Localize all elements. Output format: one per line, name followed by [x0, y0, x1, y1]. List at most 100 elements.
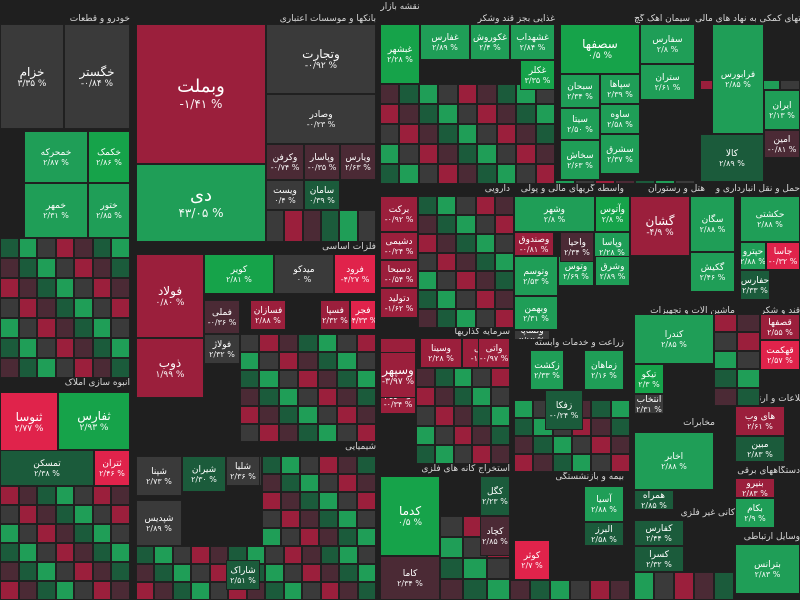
- ticker-tile[interactable]: فسپا ۲/۳۲ %: [320, 300, 350, 330]
- heatmap-cell[interactable]: [74, 318, 93, 338]
- heatmap-cell[interactable]: [575, 180, 595, 184]
- heatmap-cell[interactable]: [302, 546, 321, 564]
- heatmap-cell[interactable]: [714, 332, 737, 351]
- heatmap-cell[interactable]: [262, 510, 281, 528]
- heatmap-cell[interactable]: [259, 424, 279, 442]
- heatmap-cell[interactable]: [475, 252, 495, 272]
- heatmap-cell[interactable]: [298, 424, 318, 442]
- heatmap-cell[interactable]: [510, 580, 530, 600]
- heatmap-cell[interactable]: [472, 444, 492, 464]
- heatmap-cell[interactable]: [259, 406, 279, 424]
- heatmap-cell[interactable]: [456, 252, 476, 272]
- heatmap-cell[interactable]: [338, 474, 357, 492]
- heatmap-cell[interactable]: [530, 580, 550, 600]
- heatmap-cell[interactable]: [320, 564, 340, 582]
- heatmap-cell[interactable]: [399, 124, 419, 144]
- ticker-tile[interactable]: ویست ۰/۴ %: [266, 180, 304, 210]
- heatmap-cell[interactable]: [37, 318, 56, 338]
- ticker-tile[interactable]: کاما ۲/۳۴ %: [380, 556, 440, 600]
- heatmap-cell[interactable]: [283, 564, 303, 582]
- heatmap-cell[interactable]: [356, 406, 376, 424]
- ticker-tile[interactable]: بکام ۲/۹ %: [735, 498, 775, 528]
- heatmap-cell[interactable]: [655, 180, 675, 184]
- heatmap-cell[interactable]: [357, 528, 376, 546]
- heatmap-cell[interactable]: [339, 210, 358, 242]
- heatmap-cell[interactable]: [694, 572, 714, 600]
- heatmap-cell[interactable]: [172, 564, 192, 582]
- heatmap-cell[interactable]: [610, 400, 630, 418]
- heatmap-cell[interactable]: [55, 338, 75, 358]
- ticker-tile[interactable]: واتی -۰/۹۷ %: [478, 338, 510, 368]
- heatmap-cell[interactable]: [591, 454, 611, 472]
- ticker-tile[interactable]: برکت -۰/۹۲ %: [380, 196, 418, 232]
- heatmap-cell[interactable]: [494, 252, 514, 272]
- heatmap-cell[interactable]: [634, 572, 654, 600]
- heatmap-cell[interactable]: [37, 358, 56, 378]
- ticker-tile[interactable]: خگستر -۰/۸۴ %: [64, 24, 130, 129]
- ticker-tile[interactable]: قصفها ۲/۵۵ %: [760, 314, 800, 340]
- heatmap-cell[interactable]: [475, 233, 495, 253]
- heatmap-cell[interactable]: [416, 444, 435, 464]
- heatmap-cell[interactable]: [456, 290, 476, 310]
- heatmap-cell[interactable]: [74, 562, 93, 581]
- heatmap-cell[interactable]: [440, 579, 464, 600]
- heatmap-cell[interactable]: [416, 387, 435, 407]
- ticker-tile[interactable]: مبین ۲/۸۳ %: [735, 436, 785, 462]
- heatmap-cell[interactable]: [74, 258, 93, 278]
- ticker-tile[interactable]: امین -۰/۸۱ %: [764, 130, 800, 158]
- heatmap-cell[interactable]: [37, 505, 56, 524]
- heatmap-cell[interactable]: [284, 210, 303, 242]
- heatmap-cell[interactable]: [18, 524, 38, 543]
- heatmap-cell[interactable]: [453, 387, 473, 407]
- heatmap-cell[interactable]: [477, 144, 497, 164]
- ticker-tile[interactable]: واحیا ۲/۳۴ %: [560, 232, 594, 262]
- heatmap-cell[interactable]: [457, 164, 478, 184]
- ticker-tile[interactable]: ثتران ۲/۴۶ %: [94, 450, 130, 486]
- heatmap-cell[interactable]: [55, 358, 75, 378]
- heatmap-cell[interactable]: [475, 309, 495, 328]
- ticker-tile[interactable]: ویارس ۲/۶۳ %: [340, 144, 376, 180]
- heatmap-cell[interactable]: [438, 104, 458, 124]
- heatmap-cell[interactable]: [357, 474, 376, 492]
- heatmap-cell[interactable]: [55, 581, 75, 600]
- heatmap-cell[interactable]: [472, 406, 492, 426]
- heatmap-cell[interactable]: [494, 309, 514, 328]
- heatmap-cell[interactable]: [434, 368, 454, 388]
- heatmap-cell[interactable]: [92, 358, 112, 378]
- heatmap-cell[interactable]: [262, 492, 281, 510]
- heatmap-cell[interactable]: [418, 124, 439, 144]
- heatmap-cell[interactable]: [111, 318, 130, 338]
- ticker-tile[interactable]: بنیرو ۲/۸۳ %: [735, 478, 775, 498]
- heatmap-cell[interactable]: [55, 318, 75, 338]
- heatmap-cell[interactable]: [714, 572, 734, 600]
- heatmap-cell[interactable]: [278, 352, 299, 370]
- heatmap-cell[interactable]: [265, 546, 284, 564]
- heatmap-cell[interactable]: [317, 352, 338, 370]
- heatmap-cell[interactable]: [37, 278, 56, 298]
- heatmap-cell[interactable]: [440, 558, 464, 579]
- heatmap-cell[interactable]: [317, 424, 338, 442]
- heatmap-cell[interactable]: [18, 358, 38, 378]
- ticker-tile[interactable]: خزام ۳/۳۵ %: [0, 24, 64, 129]
- ticker-tile[interactable]: وکرفن -۰/۷۴ %: [266, 144, 304, 180]
- heatmap-cell[interactable]: [74, 543, 93, 562]
- ticker-tile[interactable]: البرز ۲/۵۸ %: [584, 522, 624, 546]
- heatmap-cell[interactable]: [418, 164, 439, 184]
- heatmap-cell[interactable]: [590, 580, 610, 600]
- ticker-tile[interactable]: تیکو ۲/۳ %: [634, 364, 664, 394]
- heatmap-cell[interactable]: [552, 454, 572, 472]
- ticker-tile[interactable]: کگل ۲/۲۳ %: [480, 476, 510, 516]
- heatmap-cell[interactable]: [92, 238, 112, 258]
- ticker-tile[interactable]: وصندوق -۰/۸۱ %: [514, 232, 554, 256]
- heatmap-cell[interactable]: [535, 124, 555, 144]
- heatmap-cell[interactable]: [55, 258, 75, 278]
- ticker-tile[interactable]: سشرق ۲/۳۷ %: [600, 134, 640, 174]
- heatmap-cell[interactable]: [472, 387, 492, 407]
- heatmap-cell[interactable]: [457, 124, 478, 144]
- heatmap-cell[interactable]: [438, 164, 458, 184]
- heatmap-cell[interactable]: [300, 456, 319, 474]
- heatmap-cell[interactable]: [240, 406, 260, 424]
- heatmap-cell[interactable]: [281, 510, 300, 528]
- heatmap-cell[interactable]: [18, 505, 38, 524]
- heatmap-cell[interactable]: [357, 564, 376, 582]
